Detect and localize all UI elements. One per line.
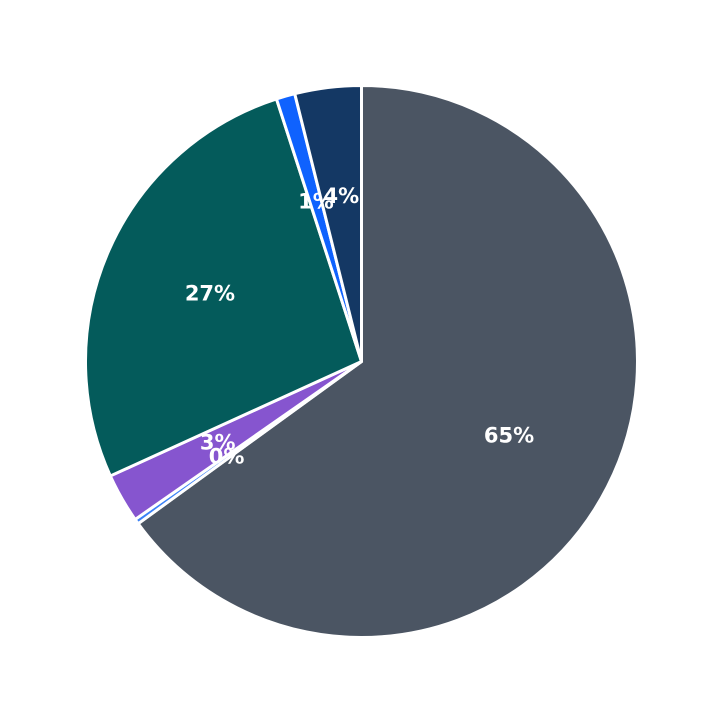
pie-slices <box>84 84 639 639</box>
pie-slice-label-0: 65% <box>484 424 534 448</box>
pie-slice-label-3: 27% <box>185 282 235 306</box>
pie-slice-5 <box>293 84 363 363</box>
pie-slice-label-1: 0% <box>209 445 245 469</box>
pie-slice-label-5: 4% <box>323 184 359 208</box>
pie-slice-3 <box>84 97 363 478</box>
pie-labels: 65% 0%3% 27% 1%4% <box>185 184 534 468</box>
pie-slice-0 <box>136 84 639 639</box>
pie-slice-label-4: 1% <box>298 189 334 213</box>
pie-slice-label-2: 3% <box>200 431 236 455</box>
